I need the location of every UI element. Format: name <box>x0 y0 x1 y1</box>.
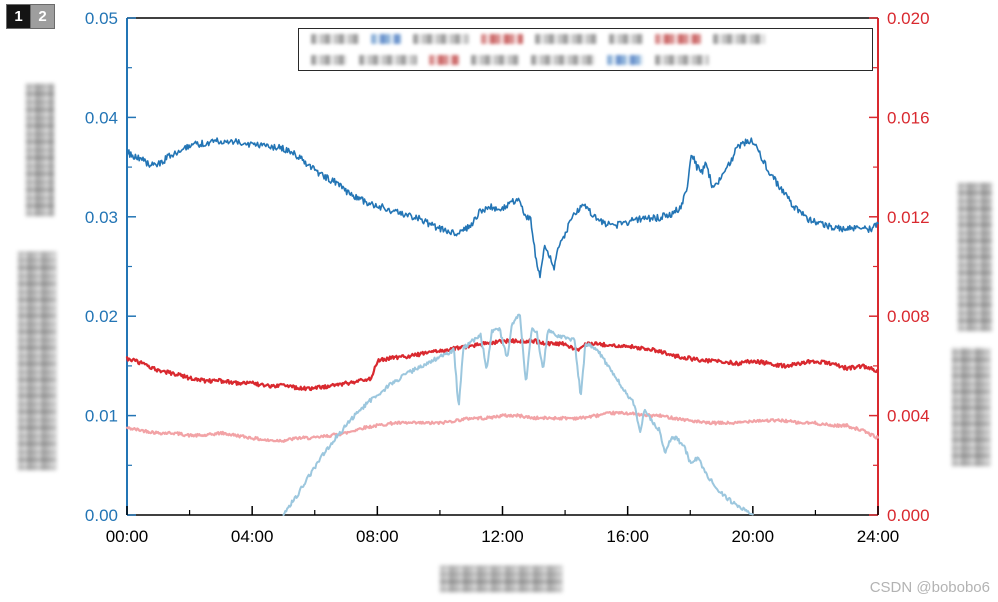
y-right-axis-title-blurred <box>952 348 990 466</box>
legend-entry-blurred <box>311 34 359 44</box>
y-left-tick-label: 0.02 <box>85 307 118 326</box>
axes-group: 0.00 0.01 0.02 0.03 0.04 0.05 0.000 0.004 0.008 0… <box>85 9 930 546</box>
legend-entry-blurred <box>481 34 523 44</box>
series-path-dark-blue-line-left-axis <box>126 137 879 279</box>
legend-entry-blurred <box>535 34 597 44</box>
legend-entry-blurred <box>713 34 765 44</box>
page-tab-2[interactable]: 2 <box>30 4 55 29</box>
legend-entry-blurred <box>311 55 347 65</box>
x-tick-label: 20:00 <box>732 527 775 546</box>
legend-entry-blurred <box>413 34 469 44</box>
legend-entry-blurred <box>655 55 709 65</box>
page-tab-bar: 1 2 <box>6 4 55 29</box>
y-left-tick-label: 0.01 <box>85 407 118 426</box>
x-tick-label: 12:00 <box>481 527 524 546</box>
legend-entry-blurred <box>471 55 519 65</box>
y-right-tick-label: 0.000 <box>887 506 930 525</box>
watermark: CSDN @bobobo6 <box>869 579 990 596</box>
x-tick-label: 08:00 <box>356 527 399 546</box>
y-right-tick-label: 0.008 <box>887 307 930 326</box>
series-path-light-blue-line-left-axis <box>282 313 754 516</box>
y-left-axis-title-blurred <box>26 84 54 216</box>
x-tick-label: 00:00 <box>106 527 149 546</box>
legend-entry-blurred <box>655 34 701 44</box>
x-tick-label: 04:00 <box>231 527 274 546</box>
y-right-tick-label: 0.020 <box>887 9 930 28</box>
y-left-tick-label: 0.05 <box>85 9 118 28</box>
series-path-pink-line-right-axis <box>125 410 880 443</box>
legend-entry-blurred <box>607 55 643 65</box>
x-tick-label: 16:00 <box>606 527 649 546</box>
legend-entry-blurred <box>609 34 643 44</box>
legend-entry-blurred <box>371 34 401 44</box>
legend-row-blurred <box>311 55 860 65</box>
y-left-tick-label: 0.03 <box>85 208 118 227</box>
legend-entry-blurred <box>359 55 417 65</box>
y-left-tick-label: 0.00 <box>85 506 118 525</box>
legend-row-blurred <box>311 34 860 44</box>
y-right-tick-label: 0.016 <box>887 108 930 127</box>
legend-box <box>298 28 873 71</box>
page-tab-1[interactable]: 1 <box>6 4 31 29</box>
legend-entry-blurred <box>531 55 595 65</box>
series-path-red-line-right-axis <box>125 338 880 392</box>
y-right-tick-label: 0.004 <box>887 407 930 426</box>
x-tick-label: 24:00 <box>857 527 900 546</box>
y-right-tick-label: 0.012 <box>887 208 930 227</box>
legend-entry-blurred <box>429 55 459 65</box>
y-right-axis-title-blurred <box>958 183 992 331</box>
y-left-tick-label: 0.04 <box>85 108 118 127</box>
series-group <box>125 137 880 516</box>
y-left-axis-title-blurred <box>18 252 56 470</box>
x-axis-title-blurred <box>440 566 562 592</box>
